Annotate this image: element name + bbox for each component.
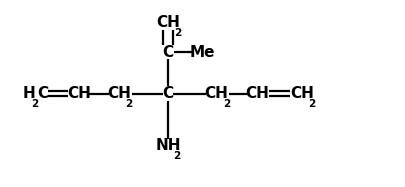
Text: 2: 2 bbox=[173, 151, 181, 161]
Text: H: H bbox=[23, 86, 36, 101]
Text: C: C bbox=[162, 45, 174, 60]
Text: CH: CH bbox=[205, 86, 228, 101]
Text: 2: 2 bbox=[223, 99, 230, 109]
Text: C: C bbox=[37, 86, 49, 101]
Text: CH: CH bbox=[67, 86, 91, 101]
Text: CH: CH bbox=[108, 86, 131, 101]
Text: CH: CH bbox=[245, 86, 269, 101]
Text: 2: 2 bbox=[174, 28, 181, 38]
Text: C: C bbox=[162, 86, 174, 101]
Text: 2: 2 bbox=[126, 99, 133, 109]
Text: 2: 2 bbox=[31, 99, 38, 109]
Text: 2: 2 bbox=[308, 99, 315, 109]
Text: NH: NH bbox=[156, 138, 181, 153]
Text: CH: CH bbox=[156, 15, 180, 30]
Text: CH: CH bbox=[290, 86, 313, 101]
Text: Me: Me bbox=[190, 45, 215, 60]
